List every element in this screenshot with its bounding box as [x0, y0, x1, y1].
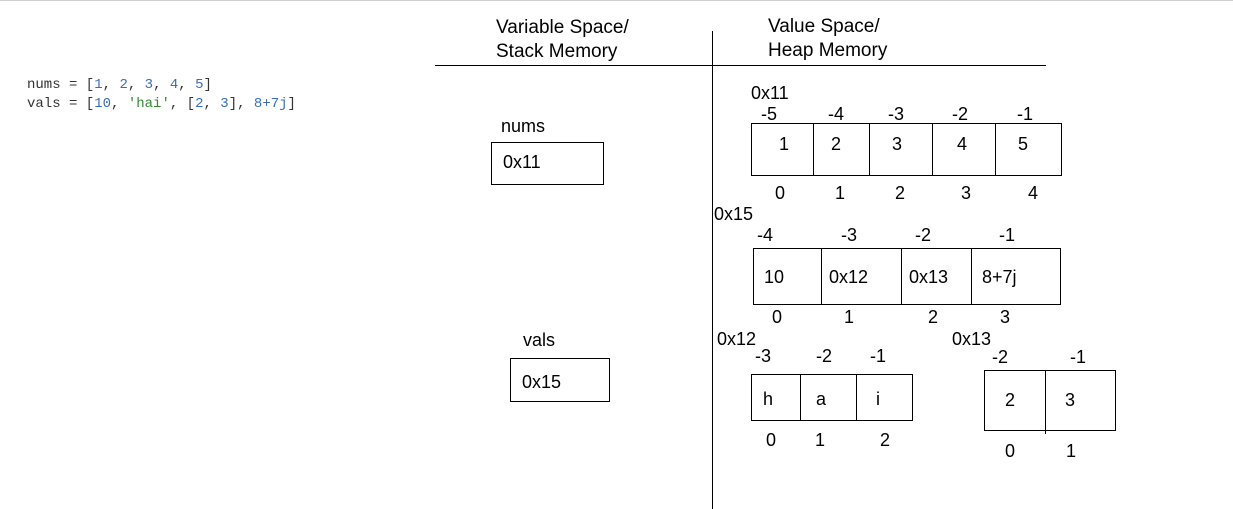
- code-number: 5: [195, 77, 204, 93]
- stack-memory-header: Stack Memory: [496, 41, 618, 62]
- cell-value: 1: [779, 134, 790, 154]
- neg-index: -1: [870, 346, 887, 366]
- neg-index: -2: [952, 104, 969, 124]
- stack-heap-divider: [712, 31, 713, 509]
- code-number: 10: [94, 96, 112, 112]
- pos-index: 4: [1028, 183, 1039, 203]
- variable-name-nums: nums: [501, 116, 546, 136]
- top-border: [0, 0, 1233, 1]
- neg-index: -3: [888, 104, 905, 124]
- variable-space-header: Variable Space/: [496, 17, 629, 38]
- cell-divider: [813, 124, 814, 175]
- code-number: 3: [144, 77, 154, 93]
- cell-divider: [901, 249, 902, 304]
- neg-index: -1: [999, 225, 1016, 245]
- heap-memory-header: Heap Memory: [768, 40, 888, 61]
- neg-index: -1: [1017, 104, 1034, 124]
- pos-index: 1: [844, 307, 855, 327]
- cell-value: i: [876, 389, 880, 409]
- cell-divider: [821, 249, 822, 304]
- code-text: ]: [287, 96, 296, 112]
- cell-value: 0x12: [829, 267, 869, 287]
- code-text: ,: [178, 77, 196, 93]
- cell-divider: [1045, 371, 1046, 434]
- cell-value: 8+7j: [982, 267, 1017, 287]
- code-number: 2: [195, 96, 204, 112]
- pos-index: 1: [1066, 441, 1077, 461]
- pos-index: 0: [1005, 441, 1016, 461]
- code-text: ,: [102, 77, 120, 93]
- cell-value: a: [816, 389, 827, 409]
- variable-name-vals: vals: [523, 330, 556, 350]
- list-cells-0x15: 10 0x12 0x13 8+7j: [753, 248, 1061, 305]
- cell-value: 2: [1005, 390, 1016, 410]
- code-number: 2: [119, 77, 128, 93]
- address-label-0x13: 0x13: [952, 329, 992, 349]
- address-label-0x11: 0x11: [751, 83, 789, 103]
- neg-index: -3: [755, 346, 772, 366]
- pos-index: 3: [961, 183, 972, 203]
- cell-value: 10: [764, 267, 785, 287]
- code-text: nums = [: [27, 77, 95, 93]
- cell-value: 3: [892, 134, 903, 154]
- code-text: , [: [169, 96, 196, 112]
- pos-index: 3: [1000, 307, 1011, 327]
- cell-divider: [995, 124, 996, 175]
- neg-index: -4: [828, 104, 845, 124]
- pos-index: 1: [835, 183, 846, 203]
- variable-ref-vals: 0x15: [522, 372, 562, 392]
- cell-value: 4: [957, 134, 968, 154]
- cell-divider: [800, 375, 801, 420]
- neg-index: -5: [761, 104, 778, 124]
- pos-index: 0: [766, 430, 777, 450]
- pos-index: 2: [928, 307, 939, 327]
- address-label-0x12: 0x12: [717, 329, 757, 349]
- cell-divider: [869, 124, 870, 175]
- string-cells-0x12: h a i: [751, 374, 913, 421]
- code-number: 1: [94, 77, 103, 93]
- pos-index: 1: [815, 430, 826, 450]
- cell-value: 2: [831, 134, 842, 154]
- cell-divider: [932, 124, 933, 175]
- code-text: vals = [: [27, 96, 95, 112]
- pos-index: 2: [880, 430, 891, 450]
- variable-box-nums: 0x11: [491, 142, 604, 185]
- cell-value: 3: [1065, 390, 1076, 410]
- code-text: ,: [203, 96, 221, 112]
- pos-index: 2: [895, 183, 906, 203]
- code-number: 4: [169, 77, 179, 93]
- list-cells-0x11: 1 2 3 4 5: [751, 123, 1062, 176]
- cell-value: 0x13: [909, 267, 949, 287]
- code-text: ]: [203, 77, 212, 93]
- code-text: ,: [153, 77, 170, 93]
- address-label-0x15: 0x15: [714, 204, 754, 224]
- code-text: ,: [127, 77, 145, 93]
- pos-index: 0: [775, 183, 786, 203]
- header-divider: [435, 65, 1046, 66]
- code-text: ],: [228, 96, 254, 112]
- code-snippet: nums = [1, 2, 3, 4, 5] vals = [10, 'hai'…: [27, 76, 296, 114]
- code-line-nums: nums = [1, 2, 3, 4, 5]: [27, 77, 212, 93]
- cell-divider: [971, 249, 972, 304]
- variable-box-vals: 0x15: [510, 358, 610, 402]
- neg-index: -2: [816, 346, 833, 366]
- neg-index: -4: [757, 225, 774, 245]
- cell-divider: [856, 375, 857, 420]
- list-cells-0x13: 2 3: [984, 370, 1116, 434]
- code-number: 8+7j: [253, 96, 288, 112]
- neg-index: -2: [915, 225, 932, 245]
- cell-value: h: [763, 389, 774, 409]
- neg-index: -2: [992, 347, 1009, 367]
- neg-index: -1: [1070, 347, 1087, 367]
- code-string: 'hai': [127, 96, 170, 112]
- cell-value: 5: [1018, 134, 1029, 154]
- variable-ref-nums: 0x11: [503, 152, 541, 172]
- value-space-header: Value Space/: [768, 16, 880, 37]
- code-number: 3: [220, 96, 229, 112]
- neg-index: -3: [841, 225, 858, 245]
- pos-index: 0: [772, 307, 783, 327]
- code-text: ,: [111, 96, 128, 112]
- code-line-vals: vals = [10, 'hai', [2, 3], 8+7j]: [27, 96, 296, 112]
